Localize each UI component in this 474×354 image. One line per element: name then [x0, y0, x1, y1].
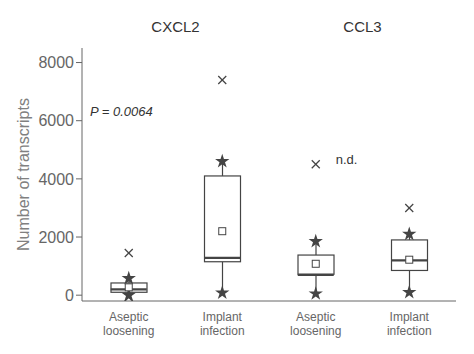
svg-text:Asepticloosening: Asepticloosening [290, 310, 341, 338]
svg-text:Asepticloosening: Asepticloosening [103, 310, 154, 338]
svg-text:2000: 2000 [38, 229, 74, 246]
html-text:n.d.: n.d. [335, 152, 358, 167]
svg-text:0: 0 [65, 287, 74, 304]
svg-text:4000: 4000 [38, 171, 74, 188]
svg-text:Number of transcripts: Number of transcripts [15, 98, 32, 251]
svg-text:Implantinfection: Implantinfection [200, 310, 245, 338]
svg-text:6000: 6000 [38, 112, 74, 129]
html-text:CCL3: CCL3 [343, 18, 382, 35]
html-text:CXCL2: CXCL2 [151, 18, 200, 35]
svg-text:Implantinfection: Implantinfection [387, 310, 432, 338]
svg-text:8000: 8000 [38, 54, 74, 71]
html-text:P = 0.0064: P = 0.0064 [90, 104, 153, 119]
